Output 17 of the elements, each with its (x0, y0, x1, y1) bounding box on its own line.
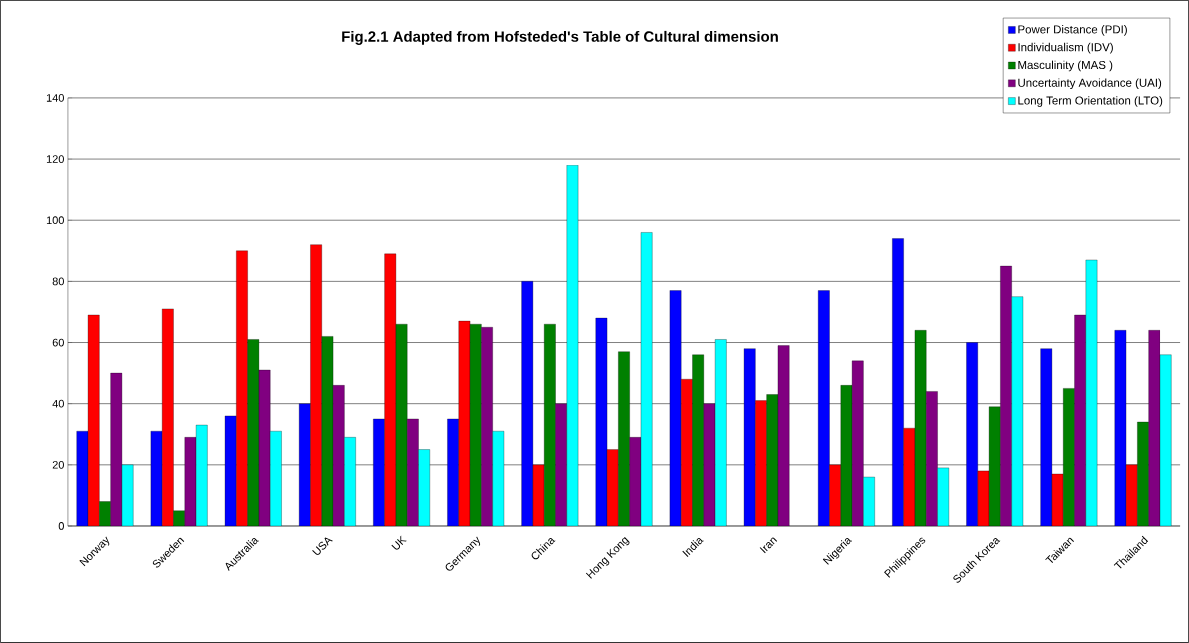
legend-label: Uncertainty Avoidance (UAI) (1018, 78, 1162, 90)
legend-label: Masculinity (MAS ) (1018, 60, 1113, 72)
y-tick-label: 120 (46, 155, 64, 163)
legend-label: Individualism (IDV) (1018, 42, 1113, 54)
y-tick-label: 80 (52, 277, 64, 286)
y-tick-label: 40 (52, 399, 64, 408)
x-tick-label: USA (312, 537, 333, 555)
y-tick-label: 60 (52, 338, 64, 347)
chart-title: Fig.2.1 Adapted from Hofsteded's Table of Cultural dimension (342, 30, 778, 45)
legend-label: Power Distance (PDI) (1018, 25, 1127, 36)
x-tick-label: Iran (759, 537, 778, 554)
y-tick-label: 140 (46, 94, 64, 102)
y-tick-label: 0 (58, 522, 64, 530)
y-tick-label: 20 (52, 461, 64, 469)
x-tick-label: UK (391, 535, 407, 550)
y-tick-label: 100 (46, 216, 64, 225)
legend-label: Long Term Orientation (LTO) (1018, 96, 1163, 107)
